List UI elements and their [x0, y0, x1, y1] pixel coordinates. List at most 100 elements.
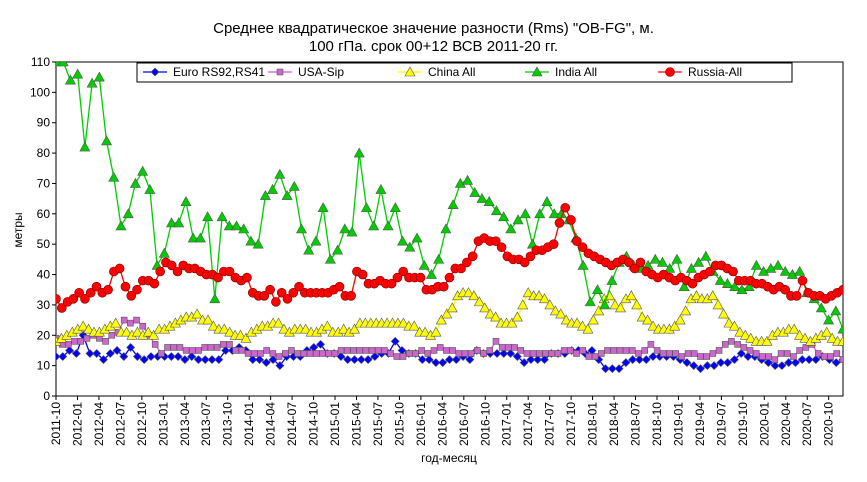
- series: [56, 62, 843, 334]
- data-point: [765, 353, 772, 360]
- legend-label: USA-Sip: [298, 65, 344, 79]
- data-point: [804, 355, 814, 364]
- data-point: [678, 353, 686, 360]
- data-point: [362, 347, 370, 354]
- data-point: [276, 287, 287, 298]
- data-point: [223, 220, 235, 231]
- data-point: [811, 355, 821, 364]
- data-point: [614, 364, 624, 374]
- data-point: [412, 350, 419, 357]
- data-point: [346, 226, 358, 237]
- y-tick-label: 30: [37, 298, 51, 312]
- data-point: [498, 344, 506, 351]
- data-point: [585, 353, 593, 360]
- data-point: [622, 347, 630, 354]
- data-point: [647, 341, 655, 348]
- data-point: [324, 253, 336, 264]
- data-point: [207, 344, 215, 351]
- data-point: [85, 287, 96, 298]
- data-point: [533, 290, 545, 301]
- data-point: [517, 347, 525, 354]
- data-point: [610, 347, 617, 354]
- x-tick-label: 2013-01: [156, 402, 170, 446]
- data-point: [541, 196, 553, 206]
- data-point: [202, 211, 214, 222]
- data-point: [294, 350, 301, 357]
- data-point: [743, 281, 755, 291]
- x-axis-label: год-месяц: [421, 451, 477, 465]
- data-point: [462, 174, 474, 185]
- x-tick-label: 2018-07: [629, 402, 643, 446]
- data-point: [831, 358, 841, 368]
- data-point: [740, 344, 748, 351]
- data-point: [56, 303, 67, 313]
- data-point: [761, 335, 773, 346]
- data-point: [579, 347, 587, 354]
- data-point: [166, 217, 178, 228]
- data-point: [642, 314, 654, 325]
- data-point: [540, 355, 549, 364]
- data-point: [709, 350, 717, 357]
- data-point: [647, 320, 659, 331]
- data-point: [438, 358, 448, 368]
- data-point: [790, 353, 797, 360]
- data-point: [261, 358, 271, 368]
- data-point: [158, 247, 170, 258]
- data-point: [214, 355, 224, 364]
- data-point: [137, 165, 149, 176]
- data-point: [350, 347, 357, 354]
- data-point: [598, 350, 605, 357]
- data-point: [728, 338, 735, 345]
- data-point: [408, 320, 420, 331]
- data-point: [368, 347, 376, 354]
- data-point: [393, 353, 401, 360]
- x-tick-label: 2017-01: [500, 402, 514, 446]
- x-tick-label: 2013-07: [199, 402, 213, 446]
- data-point: [207, 355, 217, 364]
- data-point: [303, 244, 315, 255]
- data-point: [474, 347, 481, 354]
- data-point: [480, 350, 487, 357]
- data-point: [411, 232, 423, 243]
- data-point: [721, 278, 733, 288]
- data-point: [300, 323, 312, 334]
- data-point: [680, 305, 692, 316]
- data-point: [108, 171, 120, 182]
- data-point: [544, 299, 556, 310]
- data-point: [693, 256, 705, 267]
- data-point: [697, 353, 704, 360]
- data-point: [548, 208, 560, 219]
- data-point: [455, 350, 463, 357]
- data-point: [220, 341, 227, 348]
- x-tick-label: 2020-10: [822, 402, 836, 446]
- data-point: [797, 275, 808, 286]
- data-point: [189, 347, 196, 354]
- data-point: [381, 347, 388, 354]
- data-point: [523, 350, 531, 357]
- data-point: [752, 350, 760, 357]
- data-point: [505, 344, 512, 351]
- data-point: [736, 284, 748, 295]
- y-tick-label: 20: [37, 328, 51, 342]
- data-point: [777, 361, 787, 371]
- y-tick-label: 40: [37, 268, 51, 282]
- data-point: [288, 180, 300, 191]
- data-point: [114, 263, 125, 274]
- data-point: [419, 326, 431, 337]
- data-point: [621, 358, 631, 368]
- data-point: [519, 358, 529, 368]
- data-point: [312, 350, 320, 357]
- data-point: [282, 294, 293, 304]
- data-point: [148, 329, 160, 340]
- data-point: [467, 251, 478, 262]
- x-tick-label: 2019-10: [736, 402, 750, 446]
- data-point: [772, 259, 784, 270]
- data-point: [150, 67, 160, 77]
- data-point: [213, 344, 221, 351]
- data-point: [405, 350, 413, 357]
- data-point: [57, 62, 69, 67]
- series-line: [56, 62, 843, 330]
- data-point: [700, 250, 712, 261]
- data-point: [702, 361, 712, 371]
- x-tick-label: 2020-04: [779, 402, 793, 446]
